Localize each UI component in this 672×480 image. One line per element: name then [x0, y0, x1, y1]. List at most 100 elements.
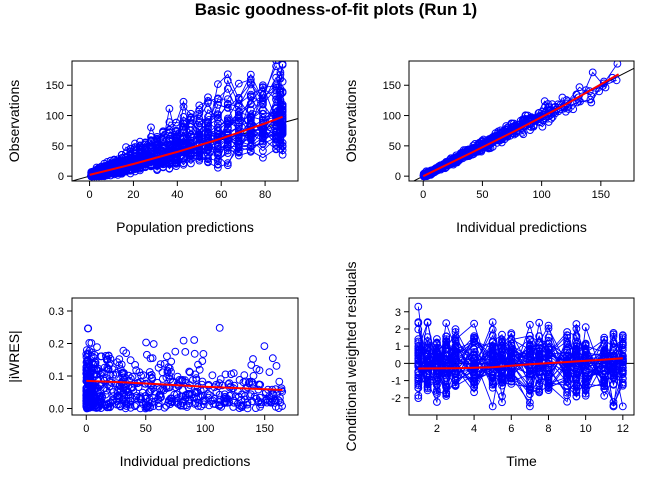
data-point [453, 155, 462, 164]
data-point [223, 159, 232, 168]
data-point [179, 113, 188, 121]
data-point [88, 381, 97, 390]
data-point [223, 76, 232, 85]
data-point [214, 160, 222, 169]
data-point [278, 402, 287, 411]
x-axis-label: Population predictions [116, 219, 254, 235]
data-point [451, 353, 460, 362]
data-point [569, 105, 578, 114]
data-point [246, 99, 255, 108]
data-point [600, 335, 609, 344]
data-point [451, 358, 460, 367]
data-point [538, 122, 547, 131]
x-axis-label: Individual predictions [120, 453, 251, 469]
data-point [609, 361, 618, 369]
data-point [433, 386, 441, 395]
data-point [470, 383, 479, 392]
x-axis-label: Time [506, 453, 537, 469]
data-point [535, 318, 544, 327]
x-tick-label: 150 [256, 423, 274, 435]
y-tick-label: 50 [52, 141, 64, 153]
data-point [535, 349, 544, 358]
data-point [498, 373, 506, 382]
data-point [558, 93, 567, 102]
data-point [126, 356, 135, 365]
data-point [507, 335, 516, 344]
data-point [275, 377, 284, 386]
data-point [121, 399, 130, 408]
data-point [216, 375, 225, 384]
data-point [93, 343, 101, 352]
data-point [97, 368, 106, 377]
data-point [198, 377, 207, 386]
data-point [488, 364, 497, 373]
data-point [195, 365, 204, 374]
data-point [114, 391, 122, 400]
data-point [498, 392, 506, 401]
x-tick-label: 6 [508, 423, 514, 435]
data-point [104, 365, 113, 374]
data-point [153, 148, 162, 157]
data-point [272, 121, 281, 129]
data-point [423, 333, 432, 342]
data-point [600, 377, 609, 386]
data-point [488, 353, 497, 362]
data-point [544, 351, 553, 359]
data-point [87, 339, 96, 347]
data-point [106, 402, 115, 411]
data-point [105, 382, 114, 391]
data-point [126, 147, 135, 156]
data-point [190, 400, 199, 408]
data-point [535, 332, 544, 341]
data-point [442, 388, 451, 397]
data-point [581, 344, 590, 353]
data-point [146, 354, 155, 363]
plot-area [412, 61, 634, 181]
subject-line [418, 347, 623, 398]
plot-frame [71, 297, 299, 416]
data-point [618, 380, 627, 389]
data-point [259, 83, 267, 91]
data-point [503, 123, 512, 132]
data-point [442, 356, 451, 365]
data-point [414, 391, 423, 400]
data-point [122, 143, 130, 152]
data-point [423, 376, 432, 385]
data-point [255, 366, 264, 375]
y-tick-label: 0.1 [49, 371, 64, 383]
data-point [88, 170, 97, 179]
data-point [272, 362, 281, 370]
data-point [425, 169, 434, 178]
data-point [552, 105, 561, 114]
subject-line [417, 322, 624, 390]
data-point [278, 127, 287, 135]
data-point [414, 325, 423, 334]
data-point [131, 148, 139, 157]
data-point [235, 376, 244, 384]
y-tick-label: 0.2 [49, 339, 64, 351]
data-point [179, 336, 188, 345]
data-point [249, 372, 258, 380]
data-point [204, 380, 213, 389]
data-point [203, 389, 212, 398]
data-point [259, 137, 267, 146]
data-point [190, 336, 199, 344]
data-point [256, 402, 265, 411]
data-point [272, 86, 281, 95]
data-point [563, 333, 571, 342]
data-point [544, 370, 553, 378]
data-point [187, 119, 195, 128]
data-point [442, 319, 451, 328]
data-point [259, 106, 267, 115]
data-point [167, 394, 176, 403]
data-point [223, 104, 232, 112]
data-point [470, 365, 479, 374]
data-point [279, 45, 286, 52]
data-point [488, 331, 497, 340]
data-point [171, 347, 180, 356]
x-tick-label: 100 [196, 423, 214, 435]
data-point [199, 396, 208, 405]
data-point [563, 397, 571, 406]
data-point [103, 355, 112, 364]
